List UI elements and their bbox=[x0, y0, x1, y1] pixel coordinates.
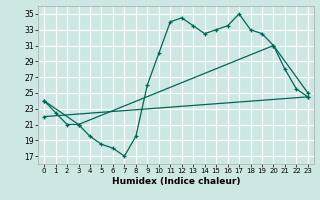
X-axis label: Humidex (Indice chaleur): Humidex (Indice chaleur) bbox=[112, 177, 240, 186]
